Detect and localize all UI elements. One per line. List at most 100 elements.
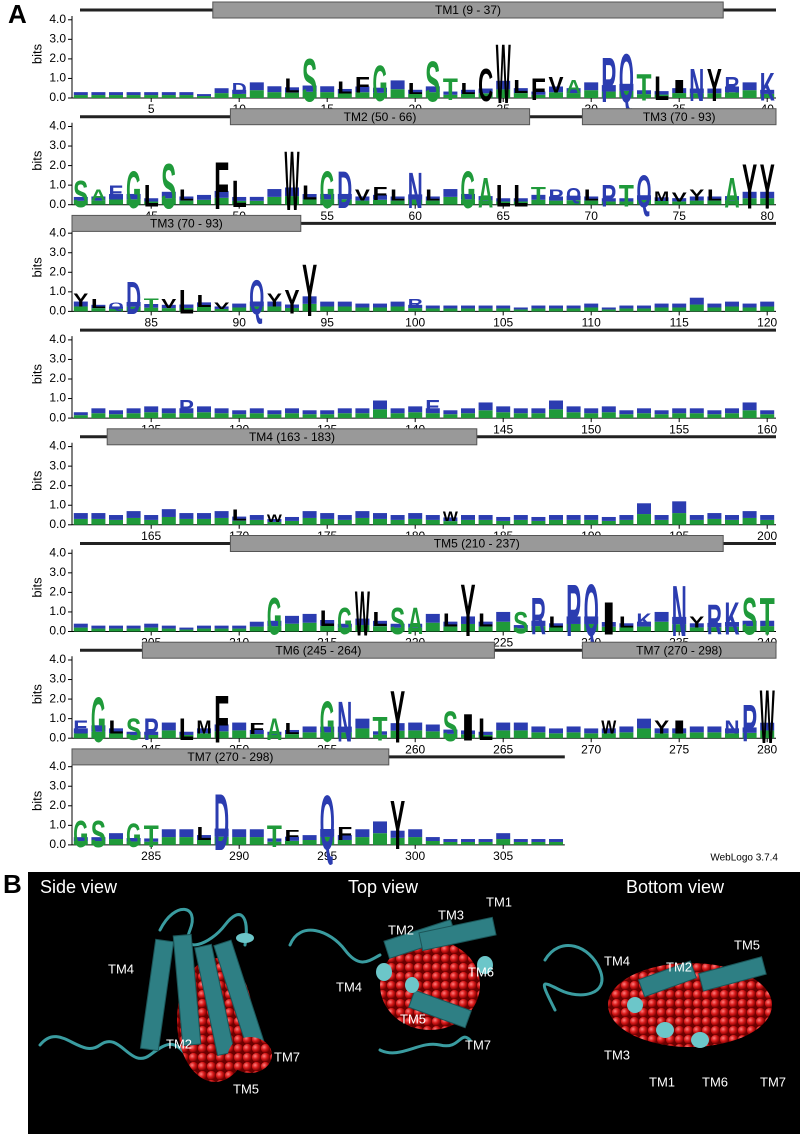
residue-letter: C <box>478 59 493 111</box>
minor-residues <box>126 625 141 629</box>
loop <box>288 928 382 964</box>
minor-residues <box>285 520 299 525</box>
residue-letter: Q <box>320 780 335 868</box>
y-tick-label: 4.0 <box>49 545 66 559</box>
residue-letter: W <box>285 134 300 229</box>
minor-residues <box>443 414 458 419</box>
loop <box>542 944 604 1012</box>
minor-residues <box>179 734 194 739</box>
minor-residues <box>707 88 722 94</box>
minor-residues <box>179 95 194 98</box>
minor-residues <box>461 515 475 520</box>
residue-letter: P <box>566 569 581 652</box>
helix-cap <box>477 956 493 974</box>
minor-residues <box>425 622 440 632</box>
minor-residues <box>91 304 106 309</box>
credit: WebLogo 3.7.4 <box>710 853 778 864</box>
residue-letter: L <box>496 178 511 214</box>
x-tick-label: 55 <box>321 209 335 223</box>
minor-residues <box>601 626 616 632</box>
residue-letter: L <box>337 78 352 97</box>
minor-residues <box>109 839 123 845</box>
minor-residues <box>285 615 299 624</box>
x-tick-label: 95 <box>321 316 335 330</box>
minor-residues <box>425 408 440 414</box>
minor-residues <box>496 839 511 845</box>
minor-residues <box>179 304 194 308</box>
tm-label: TM3 (70 - 93) <box>150 217 223 231</box>
top-view-model <box>288 916 497 1055</box>
minor-residues <box>478 410 493 419</box>
minor-residues <box>760 620 775 627</box>
minor-residues <box>461 308 475 312</box>
minor-residues <box>637 503 651 515</box>
minor-residues <box>443 94 458 98</box>
helix <box>408 989 472 1029</box>
minor-residues <box>302 194 317 200</box>
minor-residues <box>267 620 282 627</box>
minor-residues <box>214 724 229 732</box>
minor-residues <box>302 622 317 632</box>
minor-residues <box>179 629 194 632</box>
residue-letter: P <box>601 44 616 115</box>
minor-residues <box>109 733 123 739</box>
minor-residues <box>144 519 159 525</box>
minor-residues <box>707 518 722 525</box>
minor-residues <box>214 836 229 845</box>
minor-residues <box>161 625 176 629</box>
minor-residues <box>373 821 387 834</box>
minor-residues <box>214 625 229 629</box>
minor-residues <box>179 196 194 201</box>
helix-label: TM5 <box>400 1011 426 1026</box>
minor-residues <box>320 410 335 415</box>
minor-residues <box>742 620 757 627</box>
minor-residues <box>549 92 563 98</box>
minor-residues <box>337 408 352 414</box>
minor-residues <box>707 93 722 98</box>
minor-residues <box>337 726 352 733</box>
minor-residues <box>584 519 599 525</box>
minor-residues <box>73 415 88 419</box>
y-tick-label: 3.0 <box>49 352 66 366</box>
minor-residues <box>408 194 423 200</box>
minor-residues <box>654 515 669 520</box>
minor-residues <box>584 728 599 734</box>
minor-residues <box>549 305 563 309</box>
minor-residues <box>285 87 299 93</box>
minor-residues <box>337 301 352 307</box>
minor-residues <box>285 304 299 308</box>
y-tick-label: 3.0 <box>49 458 66 472</box>
minor-residues <box>73 623 88 628</box>
minor-residues <box>601 307 616 310</box>
minor-residues <box>619 201 634 205</box>
minor-residues <box>637 718 651 729</box>
minor-residues <box>197 733 211 739</box>
minor-residues <box>144 304 159 308</box>
residue-letter: A <box>267 711 282 747</box>
minor-residues <box>725 626 739 632</box>
minor-residues <box>73 301 88 307</box>
minor-residues <box>109 92 123 96</box>
minor-residues <box>425 515 440 520</box>
residue-letter: V <box>672 190 688 204</box>
minor-residues <box>126 413 141 419</box>
minor-residues <box>531 194 546 200</box>
minor-residues <box>654 197 669 202</box>
x-tick-label: 300 <box>405 849 425 863</box>
minor-residues <box>408 730 423 739</box>
minor-residues <box>760 515 775 520</box>
residue-letter: S <box>73 173 88 216</box>
minor-residues <box>249 515 264 520</box>
minor-residues <box>73 841 88 845</box>
minor-residues <box>584 616 599 624</box>
y-axis-label: bits <box>29 43 44 64</box>
minor-residues <box>337 623 352 628</box>
minor-residues <box>672 201 687 205</box>
y-tick-label: 1.0 <box>49 818 66 832</box>
minor-residues <box>443 308 458 312</box>
minor-residues <box>725 306 739 312</box>
minor-residues <box>601 198 616 202</box>
minor-residues <box>337 199 352 205</box>
minor-residues <box>73 518 88 525</box>
minor-residues <box>672 624 687 632</box>
